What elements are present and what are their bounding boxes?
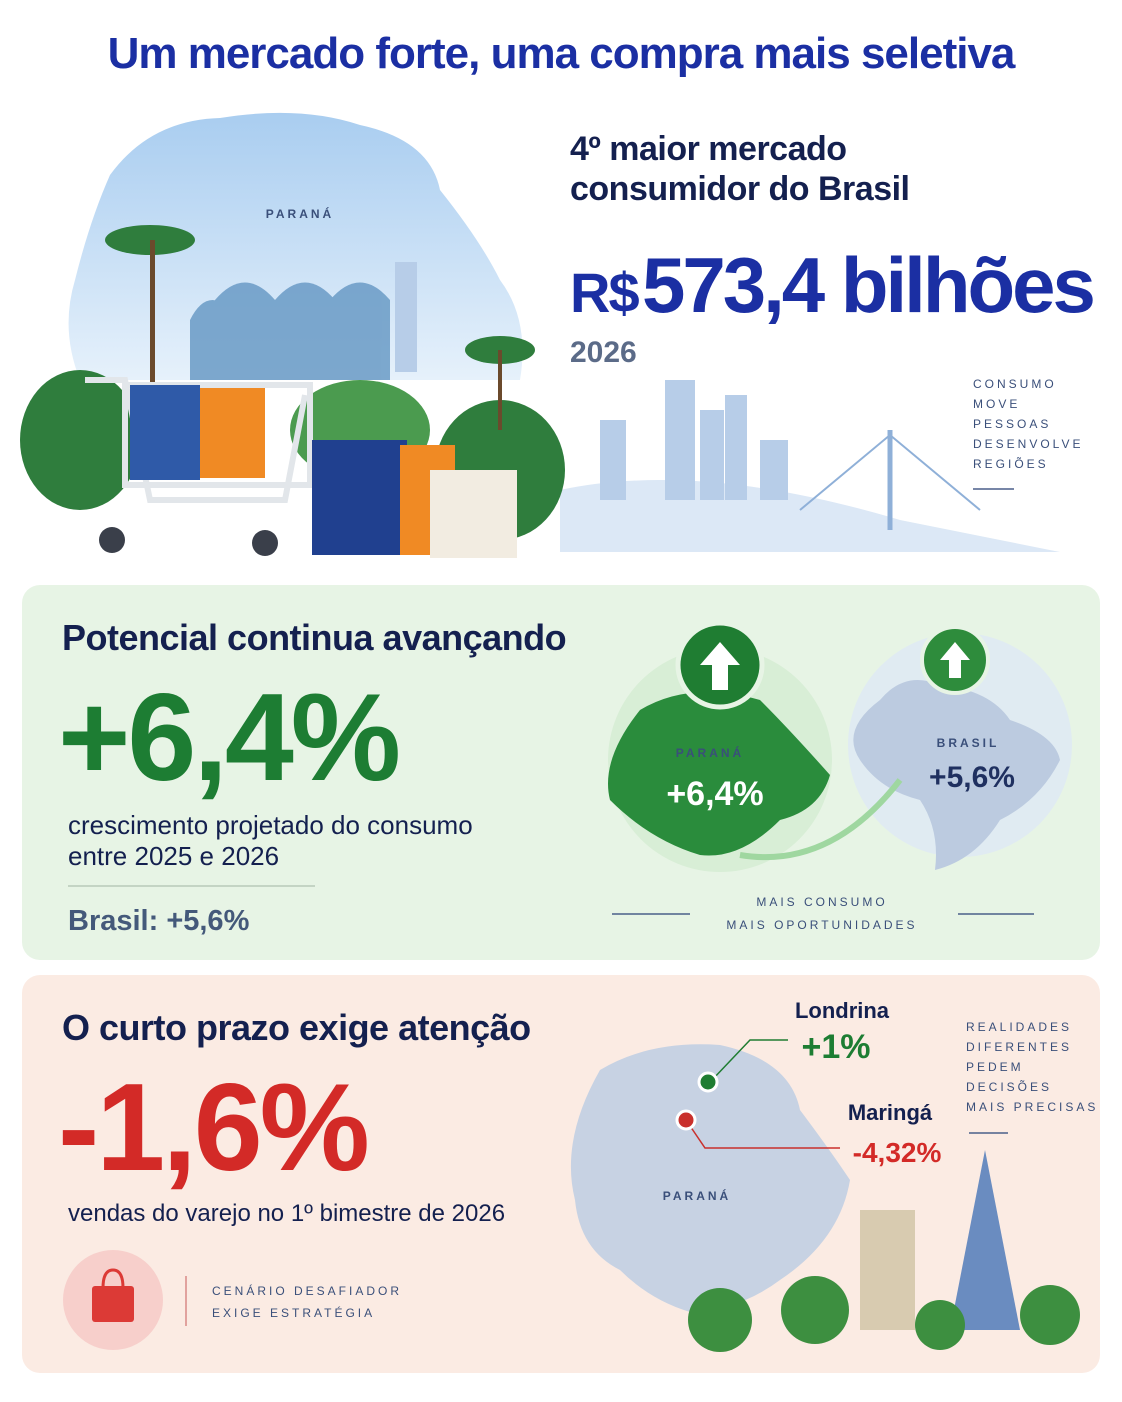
tagline-line: PESSOAS: [973, 417, 1051, 431]
tagline-line: DIFERENTES: [966, 1040, 1072, 1054]
growth-maps: [608, 620, 1072, 872]
map-label: PARANÁ: [676, 745, 744, 760]
title: Um mercado forte, uma compra mais seleti…: [108, 29, 1016, 78]
hero-map-label: PARANÁ: [266, 206, 334, 221]
growth-description-line: entre 2025 e 2026: [68, 841, 279, 871]
growth-heading: Potencial continua avançando: [62, 617, 566, 658]
city-name: Maringá: [848, 1100, 933, 1125]
hero-heading-line: 4º maior mercado: [570, 130, 847, 168]
hero-tagline: CONSUMO MOVE PESSOAS DESENVOLVE REGIÕES: [973, 377, 1083, 471]
hero-heading-line: consumidor do Brasil: [570, 170, 910, 208]
growth-description-line: crescimento projetado do consumo: [68, 810, 473, 840]
city-name: Londrina: [795, 998, 890, 1023]
bag-icon: [63, 1250, 163, 1350]
growth-comparison: Brasil: +5,6%: [68, 905, 250, 937]
map-value: +6,4%: [666, 775, 763, 813]
growth-value: +6,4%: [58, 669, 398, 807]
short-term-value: -1,6%: [58, 1059, 367, 1197]
short-term-description: vendas do varejo no 1º bimestre de 2026: [68, 1200, 505, 1227]
city-value: +1%: [802, 1028, 871, 1066]
tagline-line: MOVE: [973, 397, 1020, 411]
tagline-line: REGIÕES: [973, 456, 1049, 471]
map-value: +5,6%: [929, 761, 1015, 794]
short-term-note: EXIGE ESTRATÉGIA: [212, 1305, 375, 1320]
growth-footer: MAIS OPORTUNIDADES: [726, 918, 917, 932]
map-label: BRASIL: [937, 736, 1000, 750]
tagline-line: DECISÕES: [966, 1079, 1052, 1094]
short-term-heading: O curto prazo exige atenção: [62, 1007, 531, 1048]
short-term-tagline: REALIDADES DIFERENTES PEDEM DECISÕES MAIS PR…: [966, 1020, 1098, 1114]
tagline-line: CONSUMO: [973, 377, 1057, 391]
growth-footer: MAIS CONSUMO: [756, 895, 887, 909]
tagline-line: DESENVOLVE: [973, 437, 1083, 451]
hero-currency: R$: [570, 261, 639, 324]
tagline-line: MAIS PRECISAS: [966, 1100, 1098, 1114]
growth-panel: [22, 585, 1100, 960]
tagline-line: REALIDADES: [966, 1020, 1072, 1034]
parana-map: [570, 1039, 1080, 1352]
short-term-note: CENÁRIO DESAFIADOR: [212, 1283, 402, 1298]
hero-amount: 573,4 bilhões: [642, 241, 1094, 329]
map-label: PARANÁ: [663, 1188, 731, 1203]
city-value: -4,32%: [853, 1137, 942, 1168]
tagline-line: PEDEM: [966, 1060, 1024, 1074]
hero-illustration: [20, 112, 1060, 558]
hero-year: 2026: [570, 336, 637, 369]
short-term-panel: [22, 975, 1100, 1373]
